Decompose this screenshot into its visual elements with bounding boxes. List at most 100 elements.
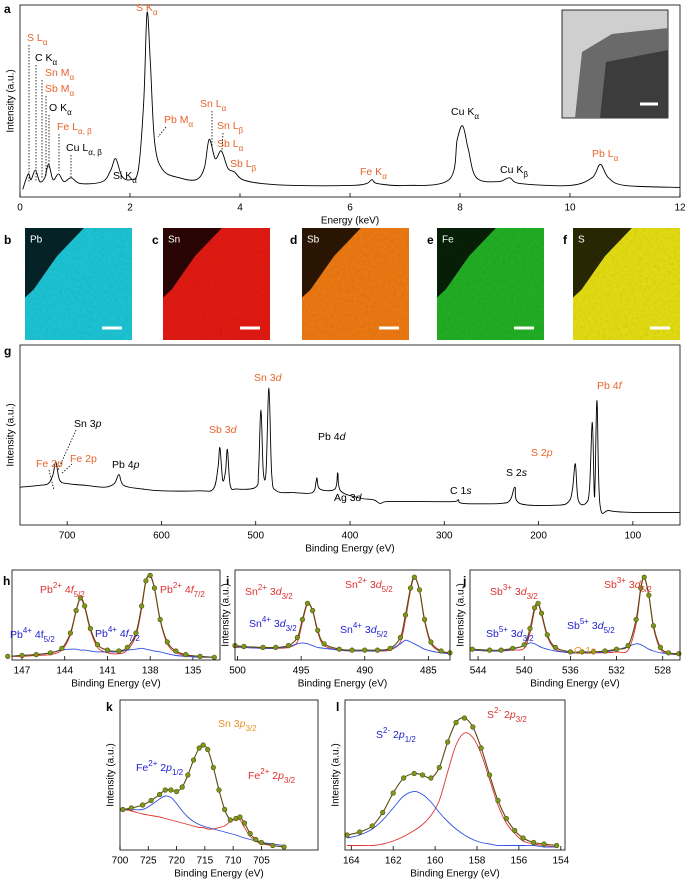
annotation: C Kα: [35, 52, 58, 67]
data-point: [538, 610, 545, 616]
data-point: [128, 805, 134, 811]
annotation: Sb3+ 3d3/2: [490, 583, 538, 601]
chart-panel: j 544 540 536 532 528 Binding Energy (eV) Inten…: [456, 569, 682, 690]
data-point: [676, 651, 682, 657]
data-point: [173, 648, 179, 654]
panel-label: c: [152, 233, 159, 247]
annotation-part: 5/2: [604, 626, 616, 635]
data-point: [344, 832, 350, 838]
annotation: Pb4+ 4f5/2: [10, 626, 55, 644]
annotation: S 2p: [531, 447, 553, 459]
annotation-part: Cu K: [500, 164, 523, 176]
annotation-part: Sb 3: [209, 424, 231, 436]
chart-panel: g 700 600 500 400 300 200 100 Binding Energy (eV…: [4, 344, 681, 555]
data-point: [162, 787, 168, 793]
map-element: Pb: [30, 235, 43, 246]
data-point: [521, 642, 527, 648]
annotation: Fe2+ 2p1/2: [136, 759, 184, 777]
annotation-part: 2+: [173, 581, 182, 590]
annotation-part: Pb: [10, 629, 23, 641]
annotation: Sb 3d: [209, 424, 238, 436]
data-point: [321, 641, 327, 647]
data-point: [552, 644, 558, 651]
x-tick-label: 4: [237, 203, 243, 214]
x-tick-label: 700: [112, 856, 129, 867]
x-tick-label: 156: [511, 856, 528, 867]
panel-label: k: [106, 700, 113, 714]
annotation: Sn4+ 3d3/2: [249, 615, 297, 633]
spectrum-line: [235, 639, 450, 655]
annotation-part: Pb 4: [318, 431, 340, 443]
data-point: [258, 839, 265, 846]
panel-label: i: [226, 574, 229, 588]
x-tick-label: 540: [516, 666, 533, 677]
annotation: Pb Mα: [164, 114, 194, 129]
data-point: [503, 815, 509, 822]
data-point: [402, 612, 409, 618]
x-tick-label: 2: [127, 203, 133, 214]
axes-frame: [344, 699, 566, 851]
panel-label: j: [462, 574, 466, 588]
data-point: [541, 841, 547, 847]
data-point: [310, 607, 316, 614]
x-tick-label: 6: [347, 203, 353, 214]
annotation-part: Ag 3: [334, 492, 356, 504]
annotation: Fe Lα, β: [57, 121, 92, 136]
y-axis-title: Intensity (a.u.): [6, 403, 17, 466]
annotation-part: 3: [508, 628, 517, 640]
x-axis-title: Binding Energy (eV): [174, 869, 264, 880]
data-point: [143, 578, 149, 584]
data-point: [247, 830, 253, 837]
data-point: [164, 639, 170, 645]
annotation: Si Kα: [113, 170, 137, 185]
x-axis-title: Binding Energy (eV): [530, 679, 620, 690]
data-point: [294, 634, 300, 641]
annotation-part: 3: [362, 624, 371, 636]
map-dark-region: [163, 228, 222, 298]
map-dark-region: [573, 228, 632, 298]
data-point: [73, 607, 79, 614]
annotation-part: p: [398, 729, 405, 741]
annotation-part: 4: [182, 584, 191, 596]
data-point: [270, 842, 276, 849]
annotation-part: α: [382, 172, 387, 181]
annotation-part: 2-: [383, 726, 390, 735]
data-point: [304, 600, 311, 606]
annotation: Sb Lα: [217, 138, 244, 153]
annotation-part: Pb 4: [112, 459, 134, 471]
element-map: d Sb: [290, 228, 409, 340]
annotation-part: 3+: [617, 576, 626, 585]
x-tick-label: 600: [153, 531, 170, 542]
data-point: [532, 605, 538, 611]
chart-panel: k 700 725 720 715 710 705 Binding Energy (eV) In…: [106, 699, 319, 880]
map-element: Sn: [168, 235, 180, 246]
annotation-part: C 1: [450, 485, 467, 497]
annotation-part: O 1s: [574, 645, 596, 657]
annotation-part: Fe: [136, 762, 148, 774]
annotation-part: 3: [367, 579, 376, 591]
annotation-part: 2+: [148, 759, 157, 768]
annotation-part: d: [598, 620, 605, 632]
annotation-part: 5/2: [377, 630, 389, 639]
data-point: [602, 648, 608, 654]
leader-line: [57, 429, 77, 471]
y-axis-title: Intensity (a.u.): [331, 743, 342, 806]
y-axis-title: Intensity (a.u.): [456, 583, 467, 646]
data-point: [633, 616, 639, 623]
annotation-part: p: [165, 762, 172, 774]
x-tick-label: 162: [385, 856, 402, 867]
annotation-part: Pb: [40, 584, 53, 596]
annotation-part: 4f: [32, 629, 44, 641]
axes-frame: [119, 699, 319, 851]
annotation: Sn2+ 3d3/2: [245, 583, 293, 601]
annotation: Pb 4d: [318, 431, 347, 443]
data-point: [579, 649, 585, 655]
annotation-part: 3: [626, 579, 635, 591]
annotation-part: 3: [589, 620, 598, 632]
annotation-part: α: [153, 8, 158, 17]
data-point: [216, 787, 222, 793]
x-tick-label: 100: [625, 531, 642, 542]
